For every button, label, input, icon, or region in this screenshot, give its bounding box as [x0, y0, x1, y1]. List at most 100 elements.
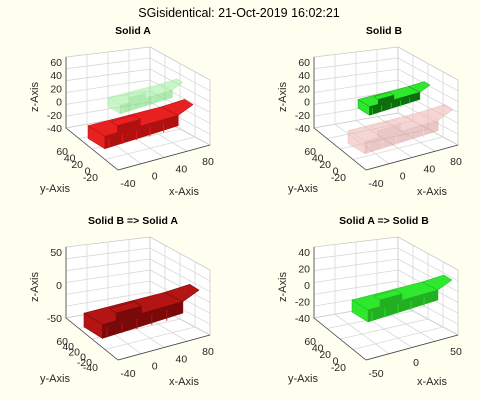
y-tick-label: 20 [68, 346, 80, 358]
solid-end-face [107, 97, 121, 115]
z-tick-label: 40 [50, 70, 62, 82]
y-tick-label: 0 [333, 356, 339, 368]
x-tick-label: 80 [450, 156, 462, 168]
z-tick-label: -40 [295, 123, 310, 135]
solid-end-face [83, 312, 103, 339]
solid-nose [160, 78, 184, 91]
solid-end-face [351, 299, 369, 323]
y-tick-label: -40 [83, 362, 98, 374]
solid-block-side [377, 94, 395, 106]
x-tick-label: -40 [120, 368, 135, 380]
x-tick-label: 40 [423, 163, 435, 175]
y-tick-label: -20 [83, 172, 98, 184]
x-tick-label: 80 [202, 346, 214, 358]
solid-end-face [347, 130, 366, 155]
z-tick-label: 0 [304, 280, 310, 292]
subplot-title: Solid B => Solid A [88, 215, 178, 227]
solid-nose [407, 81, 431, 93]
y-axis-label: y-Axis [40, 373, 70, 385]
solid-end-face [357, 99, 370, 116]
y-axis-label: y-Axis [40, 183, 70, 195]
solid-end-face [87, 125, 106, 150]
solid-b [357, 81, 431, 116]
x-axis-label: x-Axis [417, 186, 447, 198]
solid-block-side [128, 92, 146, 104]
y-tick-label: 60 [304, 336, 316, 348]
x-tick-label: -40 [120, 178, 135, 190]
x-tick-label: 0 [152, 171, 158, 183]
x-axis-label: x-Axis [417, 376, 447, 388]
x-tick-label: 0 [400, 171, 406, 183]
solid-b-transformed [83, 284, 200, 339]
solid-block-side [117, 119, 141, 135]
y-tick-label: -20 [331, 362, 346, 374]
y-tick-label: 60 [56, 146, 68, 158]
grid-line [339, 318, 429, 340]
grid-line [104, 326, 196, 350]
grid-line [352, 326, 444, 350]
x-tick-label: 40 [175, 163, 187, 175]
x-tick-label: 80 [202, 156, 214, 168]
y-axis-line [65, 317, 119, 361]
solid-block-side [115, 305, 142, 323]
x-axis-label: x-Axis [169, 186, 199, 198]
y-axis-line [313, 317, 367, 361]
y-tick-label: 40 [62, 341, 74, 353]
z-tick-label: -40 [295, 313, 310, 325]
x-tick-label: -50 [368, 368, 383, 380]
z-tick-label: -40 [47, 123, 62, 135]
y-axis-label: y-Axis [288, 373, 318, 385]
x-axis-label: x-Axis [169, 376, 199, 388]
y-axis-label: y-Axis [288, 183, 318, 195]
y-tick-label: -20 [77, 357, 92, 369]
y-tick-label: -20 [331, 172, 346, 184]
z-axis-label: z-Axis [277, 272, 289, 302]
z-axis-label: z-Axis [277, 82, 289, 112]
y-tick-label: 60 [56, 336, 68, 348]
z-tick-label: 20 [298, 264, 310, 276]
x-tick-label: 50 [450, 346, 462, 358]
z-axis-label: z-Axis [29, 82, 41, 112]
z-tick-label: 20 [298, 83, 310, 95]
subplot-title: Solid A [115, 25, 151, 37]
y-tick-label: 20 [319, 159, 331, 171]
solid-a [87, 99, 194, 150]
y-tick-label: 20 [71, 159, 83, 171]
y-axis-line [65, 127, 119, 171]
x-axis-line [365, 334, 459, 361]
z-tick-label: -20 [295, 110, 310, 122]
ghost-solid-b [107, 78, 184, 115]
solid-block-side [379, 293, 403, 309]
z-tick-label: 20 [50, 83, 62, 95]
y-tick-label: 0 [80, 352, 86, 364]
x-axis-line [365, 144, 459, 171]
solid-nose [163, 284, 200, 302]
y-tick-label: 40 [312, 343, 324, 355]
solid-nose [420, 104, 454, 121]
z-tick-label: 0 [56, 97, 62, 109]
subplot-title: Solid B [366, 25, 403, 37]
solid-a-transformed [351, 274, 453, 323]
solid-nose [421, 274, 453, 291]
z-tick-label: -20 [47, 110, 62, 122]
x-tick-label: 40 [175, 353, 187, 365]
grid-line [352, 136, 444, 160]
x-tick-label: 0 [152, 361, 158, 373]
grid-line [104, 136, 196, 160]
solid-nose [160, 99, 194, 116]
x-tick-label: -40 [368, 178, 383, 190]
z-tick-label: 60 [298, 57, 310, 69]
z-tick-label: 50 [50, 247, 62, 259]
z-tick-label: 0 [56, 280, 62, 292]
y-axis-line [313, 127, 367, 171]
y-tick-label: 0 [333, 166, 339, 178]
y-tick-label: 60 [304, 146, 316, 158]
x-tick-label: 0 [413, 357, 419, 369]
z-tick-label: 0 [304, 97, 310, 109]
y-tick-label: 40 [64, 153, 76, 165]
